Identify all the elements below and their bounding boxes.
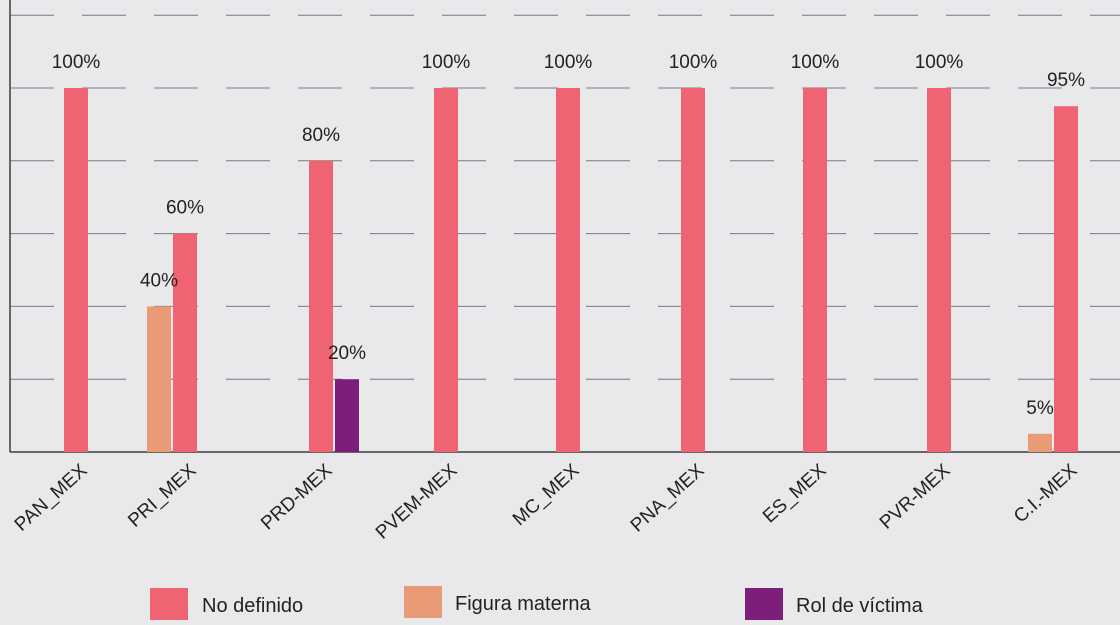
x-tick-label-pna-mex: PNA_MEX xyxy=(627,460,709,537)
data-label-no-definido-prd-mex: 80% xyxy=(302,125,340,146)
legend-swatch-figura-materna xyxy=(404,586,442,618)
legend-swatch-no-definido xyxy=(150,588,188,620)
data-label-figura-materna-c-i-mex: 5% xyxy=(1026,398,1054,419)
data-label-no-definido-pri-mex: 60% xyxy=(166,198,204,219)
x-tick-label-es-mex: ES_MEX xyxy=(759,460,831,527)
data-label-rol-de-victima-prd-mex: 20% xyxy=(328,343,366,364)
data-label-no-definido-pna-mex: 100% xyxy=(669,52,718,73)
x-tick-labels: PAN_MEX PRI_MEX PRD-MEX PVEM-MEX MC_MEX PNA_M… xyxy=(11,460,1082,544)
bar-no-definido-pvem-mex xyxy=(434,88,458,452)
data-label-no-definido-pvem-mex: 100% xyxy=(422,52,471,73)
legend-label-figura-materna: Figura materna xyxy=(455,593,591,615)
data-label-no-definido-es-mex: 100% xyxy=(791,52,840,73)
bar-no-definido-pna-mex xyxy=(681,88,705,452)
bars xyxy=(64,88,1078,453)
x-tick-label-pvem-mex: PVEM-MEX xyxy=(372,460,462,544)
data-label-no-definido-c-i-mex: 95% xyxy=(1047,70,1085,91)
bar-no-definido-pan-mex xyxy=(64,88,88,452)
x-tick-label-prd-mex: PRD-MEX xyxy=(257,460,336,534)
data-label-figura-materna-pri-mex: 40% xyxy=(140,270,178,291)
legend-label-rol-de-victima: Rol de víctima xyxy=(796,595,924,617)
x-tick-label-mc-mex: MC_MEX xyxy=(509,460,584,530)
x-tick-label-pvr-mex: PVR-MEX xyxy=(876,460,955,534)
legend-label-no-definido: No definido xyxy=(202,595,303,617)
legend: No definido Figura materna Rol de víctim… xyxy=(150,586,924,620)
data-label-no-definido-mc-mex: 100% xyxy=(544,52,593,73)
bar-figura-materna-c-i-mex xyxy=(1028,433,1052,452)
bar-no-definido-pvr-mex xyxy=(927,88,951,452)
data-label-no-definido-pvr-mex: 100% xyxy=(915,52,964,73)
bar-no-definido-pri-mex xyxy=(173,233,197,452)
data-labels: 100% 60% 80% 100% 100% 100% 100% 100% 95% 40% 5% 20… xyxy=(52,52,1085,419)
x-tick-label-c-i-mex: C.I.-MEX xyxy=(1010,460,1082,527)
x-tick-label-pan-mex: PAN_MEX xyxy=(11,460,92,536)
legend-swatch-rol-de-victima xyxy=(745,588,783,620)
bar-no-definido-prd-mex xyxy=(309,160,333,453)
x-tick-label-pri-mex: PRI_MEX xyxy=(124,460,200,532)
bar-no-definido-mc-mex xyxy=(556,88,580,452)
bar-no-definido-es-mex xyxy=(803,88,827,452)
data-label-no-definido-pan-mex: 100% xyxy=(52,52,101,73)
bar-figura-materna-pri-mex xyxy=(147,306,171,452)
bar-no-definido-c-i-mex xyxy=(1054,106,1078,452)
bar-rol-de-victima-prd-mex xyxy=(335,379,359,452)
